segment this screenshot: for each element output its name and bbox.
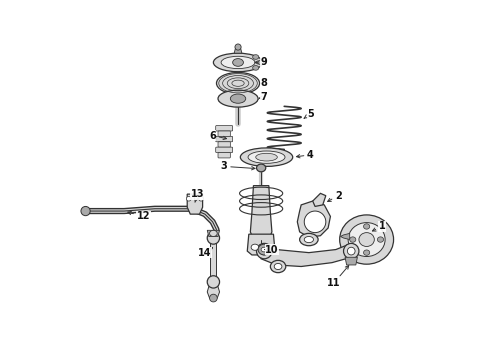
FancyBboxPatch shape xyxy=(218,131,230,136)
Ellipse shape xyxy=(235,44,241,50)
Text: 1: 1 xyxy=(372,221,386,231)
Ellipse shape xyxy=(230,94,245,103)
Ellipse shape xyxy=(258,60,264,65)
Ellipse shape xyxy=(377,237,384,242)
Text: 6: 6 xyxy=(209,131,226,141)
Ellipse shape xyxy=(248,151,285,163)
Ellipse shape xyxy=(274,264,282,270)
Ellipse shape xyxy=(256,153,277,161)
Polygon shape xyxy=(345,257,357,265)
Ellipse shape xyxy=(217,72,260,94)
Ellipse shape xyxy=(258,244,270,255)
Ellipse shape xyxy=(350,237,356,242)
Text: 5: 5 xyxy=(304,109,314,119)
Ellipse shape xyxy=(364,250,369,255)
Ellipse shape xyxy=(264,244,271,250)
FancyBboxPatch shape xyxy=(218,142,230,147)
Ellipse shape xyxy=(347,247,355,255)
Text: 8: 8 xyxy=(260,78,268,88)
Text: 3: 3 xyxy=(221,161,255,171)
Ellipse shape xyxy=(348,222,385,256)
FancyBboxPatch shape xyxy=(218,153,230,158)
Polygon shape xyxy=(207,230,220,237)
Polygon shape xyxy=(341,233,350,239)
Ellipse shape xyxy=(210,294,217,302)
Text: 9: 9 xyxy=(255,58,268,67)
Ellipse shape xyxy=(240,148,293,166)
Text: 10: 10 xyxy=(265,244,279,255)
Ellipse shape xyxy=(253,55,259,59)
Ellipse shape xyxy=(260,247,268,255)
Ellipse shape xyxy=(257,164,266,172)
Text: 11: 11 xyxy=(327,266,349,288)
Ellipse shape xyxy=(199,197,203,201)
Text: 14: 14 xyxy=(198,248,213,258)
Ellipse shape xyxy=(304,237,314,243)
Ellipse shape xyxy=(207,276,220,288)
Text: 4: 4 xyxy=(296,150,314,160)
Ellipse shape xyxy=(218,90,258,107)
Polygon shape xyxy=(250,186,272,239)
Ellipse shape xyxy=(210,230,217,237)
Ellipse shape xyxy=(343,243,359,259)
Ellipse shape xyxy=(359,233,374,247)
Text: 12: 12 xyxy=(128,211,150,221)
Ellipse shape xyxy=(221,56,255,69)
Polygon shape xyxy=(297,201,330,237)
Ellipse shape xyxy=(251,244,259,250)
Ellipse shape xyxy=(300,233,318,246)
Ellipse shape xyxy=(213,53,263,72)
Ellipse shape xyxy=(261,247,268,252)
Polygon shape xyxy=(210,239,217,278)
Polygon shape xyxy=(187,194,203,214)
FancyBboxPatch shape xyxy=(216,147,233,153)
Text: 7: 7 xyxy=(259,92,268,102)
Text: 2: 2 xyxy=(328,191,342,202)
Ellipse shape xyxy=(257,243,272,259)
Text: 13: 13 xyxy=(191,189,204,202)
Ellipse shape xyxy=(253,66,259,70)
Polygon shape xyxy=(234,47,242,53)
Ellipse shape xyxy=(186,197,191,201)
FancyBboxPatch shape xyxy=(216,126,233,131)
Ellipse shape xyxy=(81,206,90,216)
Ellipse shape xyxy=(304,211,326,233)
Polygon shape xyxy=(207,284,220,298)
Polygon shape xyxy=(259,243,359,266)
Ellipse shape xyxy=(233,59,244,66)
Ellipse shape xyxy=(270,260,286,273)
Ellipse shape xyxy=(340,215,393,264)
FancyBboxPatch shape xyxy=(216,136,233,142)
Polygon shape xyxy=(247,234,275,255)
Ellipse shape xyxy=(207,232,220,244)
Ellipse shape xyxy=(364,224,369,229)
Polygon shape xyxy=(313,193,326,206)
